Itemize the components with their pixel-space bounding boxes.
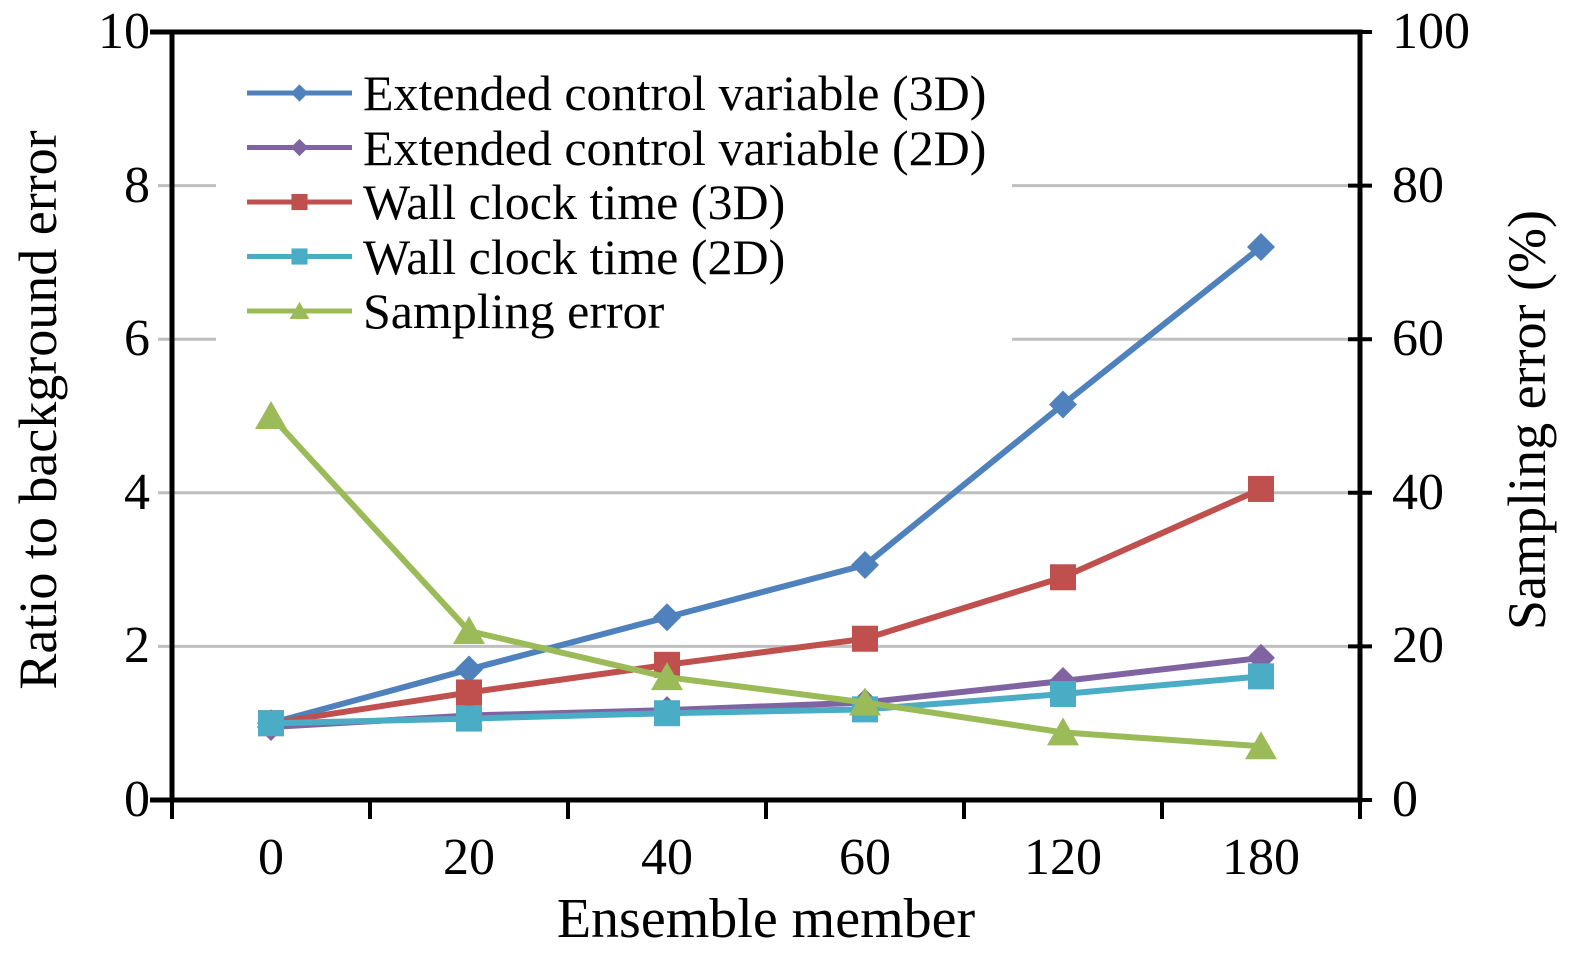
legend-item-label: Wall clock time (3D) (363, 174, 786, 230)
y-left-tick-label: 8 (124, 156, 150, 214)
y-right-tick-label: 60 (1392, 310, 1444, 368)
legend-item-label: Extended control variable (3D) (363, 65, 987, 121)
y-right-tick-label: 40 (1392, 463, 1444, 521)
x-tick-label: 120 (1024, 829, 1102, 886)
y-right-tick-label: 80 (1392, 156, 1444, 214)
x-tick-label: 20 (443, 829, 495, 886)
x-tick-label: 40 (641, 829, 693, 886)
y-left-tick-label: 10 (98, 3, 150, 60)
y-left-tick-label: 2 (124, 617, 150, 675)
y-right-tick-label: 20 (1392, 617, 1444, 675)
legend-item-label: Extended control variable (2D) (363, 119, 987, 176)
y-left-tick-label: 0 (124, 771, 150, 828)
x-tick-label: 60 (839, 829, 891, 886)
y-right-tick-label: 100 (1392, 3, 1470, 60)
y-left-tick-label: 6 (124, 310, 150, 368)
y-right-tick-label: 0 (1392, 771, 1418, 828)
x-tick-label: 180 (1222, 829, 1300, 886)
legend-item-label: Wall clock time (2D) (363, 228, 786, 285)
x-axis-title: Ensemble member (556, 888, 976, 950)
y-left-tick-label: 4 (124, 463, 150, 521)
legend-item-label: Sampling error (363, 283, 665, 339)
x-tick-label: 0 (258, 829, 284, 886)
